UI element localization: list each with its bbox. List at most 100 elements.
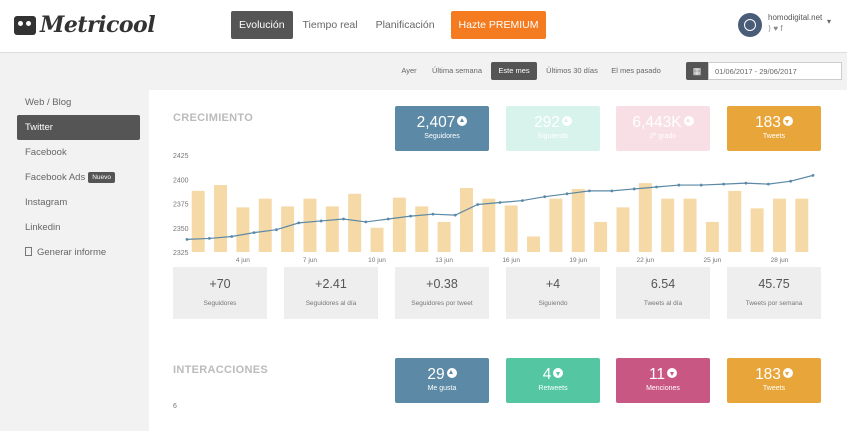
- chart-bar: [303, 198, 317, 252]
- main-nav: Evolución Tiempo real Planificación Hazt…: [231, 11, 548, 39]
- stat-card-menciones[interactable]: 11 Menciones: [616, 358, 710, 403]
- x-tick-label: 10 jun: [368, 257, 386, 264]
- x-tick-label: 25 jun: [704, 257, 722, 264]
- stat-card-tweets-interactions[interactable]: 183 Tweets: [727, 358, 821, 403]
- metric-siguiendo: +4 Siguiendo: [506, 267, 600, 319]
- stat-card-retweets[interactable]: 4 Retweets: [506, 358, 600, 403]
- metric-seguidores-por-tweet: +0.38 Seguidores por tweet: [395, 267, 489, 319]
- chart-bar: [281, 206, 295, 252]
- chart-point: [565, 192, 569, 196]
- chart-bar: [728, 190, 742, 252]
- chart-point: [789, 179, 793, 183]
- main-panel: CRECIMIENTO 2,407 Seguidores 292 Siguien…: [149, 90, 847, 431]
- chart-point: [722, 182, 725, 186]
- calendar-icon[interactable]: ▦: [686, 62, 708, 80]
- chart-point: [431, 212, 435, 216]
- x-tick-label: 22 jun: [636, 257, 654, 264]
- stat-card-tweets[interactable]: 183 Tweets: [727, 106, 821, 151]
- avatar: [738, 13, 762, 37]
- date-range-input[interactable]: [708, 62, 842, 80]
- chart-bar: [348, 193, 362, 252]
- chart-point: [677, 183, 681, 187]
- arrow-up-icon: [446, 368, 457, 378]
- y-tick-label: 2425: [173, 153, 189, 160]
- chart-bar: [638, 183, 652, 252]
- nav-planificacion[interactable]: Planificación: [375, 19, 435, 31]
- metric-seguidores-al-dia: +2.41 Seguidores al día: [284, 267, 378, 319]
- sidebar-item-twitter[interactable]: Twitter: [17, 115, 140, 140]
- chart-bar: [325, 206, 339, 252]
- chart-bar: [370, 227, 384, 252]
- chart-bar: [459, 187, 473, 252]
- chart-bar: [571, 188, 585, 252]
- nav-tiempo-real[interactable]: Tiempo real: [302, 19, 358, 31]
- chart-bar: [705, 221, 719, 252]
- sidebar: Web / Blog Twitter Facebook Facebook Ads…: [17, 90, 140, 265]
- chart-bar: [661, 198, 675, 252]
- chart-bar: [236, 207, 250, 252]
- chart-point: [588, 189, 591, 193]
- arrow-down-icon: [667, 368, 678, 378]
- chart-point: [185, 237, 189, 241]
- range-ultima-semana[interactable]: Última semana: [431, 66, 483, 75]
- chart-bar: [504, 205, 518, 252]
- stat-card-segundo-grado[interactable]: 6,443K 2º grado: [616, 106, 710, 151]
- growth-title: CRECIMIENTO: [173, 112, 254, 124]
- range-ayer[interactable]: Ayer: [401, 66, 417, 75]
- arrow-down-icon: [782, 116, 793, 126]
- arrow-up-icon: [457, 116, 468, 126]
- sidebar-item-linkedin[interactable]: Linkedin: [25, 222, 61, 233]
- chart-bar: [482, 198, 496, 252]
- chart-bar: [750, 208, 764, 252]
- chart-point: [275, 228, 278, 232]
- sidebar-item-facebook-ads[interactable]: Facebook Ads Nuevo: [17, 165, 140, 190]
- chart-point: [476, 203, 480, 206]
- range-ultimos-30-dias[interactable]: Últimos 30 días: [546, 66, 598, 75]
- date-range-bar: Ayer Última semana Este mes Últimos 30 d…: [0, 62, 847, 80]
- x-tick-label: 19 jun: [569, 257, 587, 264]
- top-bar: Metricool Evolución Tiempo real Planific…: [0, 0, 847, 53]
- nav-evolucion[interactable]: Evolución: [231, 11, 293, 39]
- y-tick-label: 2350: [173, 226, 189, 233]
- chart-point: [632, 187, 636, 191]
- chart-point: [543, 195, 547, 199]
- premium-button[interactable]: Hazte PREMIUM: [450, 11, 547, 39]
- chart-point: [207, 237, 211, 240]
- chart-point: [744, 181, 748, 185]
- sidebar-item-web-blog[interactable]: Web / Blog: [25, 97, 72, 108]
- range-el-mes-pasado[interactable]: El mes pasado: [611, 66, 661, 75]
- chart-point: [766, 182, 770, 186]
- chart-bar: [392, 197, 406, 252]
- chart-point: [409, 214, 412, 218]
- chart-point: [453, 213, 457, 217]
- interactions-title: INTERACCIONES: [173, 364, 268, 376]
- x-tick-label: 28 jun: [771, 257, 789, 264]
- chart-point: [342, 217, 345, 221]
- sidebar-item-facebook[interactable]: Facebook: [25, 147, 67, 158]
- sidebar-item-generar-informe[interactable]: Generar informe: [17, 240, 140, 265]
- logo[interactable]: Metricool: [14, 12, 156, 38]
- chart-point: [811, 173, 815, 177]
- account-menu[interactable]: homodigital.net ⟩ ♥ f: [738, 13, 822, 37]
- arrow-up-icon: [561, 116, 572, 126]
- chart-point: [386, 217, 390, 221]
- chart-point: [699, 183, 703, 187]
- chart-point: [610, 189, 614, 193]
- stat-card-seguidores[interactable]: 2,407 Seguidores: [395, 106, 489, 151]
- x-tick-label: 7 jun: [303, 257, 317, 264]
- stat-card-me-gusta[interactable]: 29 Me gusta: [395, 358, 489, 403]
- interactions-y-tick: 6: [173, 403, 177, 410]
- chevron-down-icon[interactable]: ▾: [827, 17, 832, 26]
- chart-bar: [616, 207, 630, 252]
- stat-card-siguiendo[interactable]: 292 Siguiendo: [506, 106, 600, 151]
- metric-seguidores: +70 Seguidores: [173, 267, 267, 319]
- chart-point: [319, 219, 323, 223]
- sidebar-item-instagram[interactable]: Instagram: [25, 197, 68, 208]
- metric-tweets-por-semana: 45.75 Tweets por semana: [727, 267, 821, 319]
- new-badge: Nuevo: [88, 171, 116, 183]
- x-tick-label: 16 jun: [502, 257, 520, 264]
- chart-bar: [795, 198, 809, 252]
- x-tick-label: 4 jun: [236, 257, 250, 264]
- metric-tweets-al-dia: 6.54 Tweets al día: [616, 267, 710, 319]
- range-este-mes[interactable]: Este mes: [491, 62, 537, 80]
